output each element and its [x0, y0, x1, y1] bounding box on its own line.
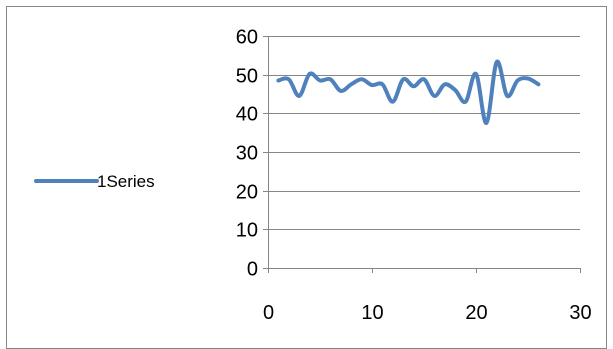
y-tick-label: 20 — [236, 182, 258, 204]
gridlines — [268, 36, 580, 230]
y-tick-label: 10 — [236, 220, 258, 242]
chart-border — [6, 6, 607, 349]
legend-label: 1Series — [97, 172, 155, 191]
y-tick-label: 40 — [236, 104, 258, 126]
x-tick-label: 10 — [361, 302, 383, 324]
y-tick-label: 0 — [247, 259, 258, 281]
axis-ticks — [263, 36, 581, 273]
y-tick-label: 50 — [236, 66, 258, 88]
plot-area — [276, 59, 541, 126]
x-tick-label: 0 — [263, 302, 274, 324]
y-tick-labels: 0 10 20 30 40 50 60 — [236, 27, 258, 281]
x-tick-label: 20 — [465, 302, 487, 324]
y-tick-label: 60 — [236, 27, 258, 49]
y-tick-label: 30 — [236, 143, 258, 165]
x-tick-label: 30 — [569, 302, 591, 324]
legend: 1Series — [34, 172, 155, 191]
series-line — [276, 59, 541, 126]
x-tick-labels: 0 10 20 30 — [263, 302, 592, 324]
